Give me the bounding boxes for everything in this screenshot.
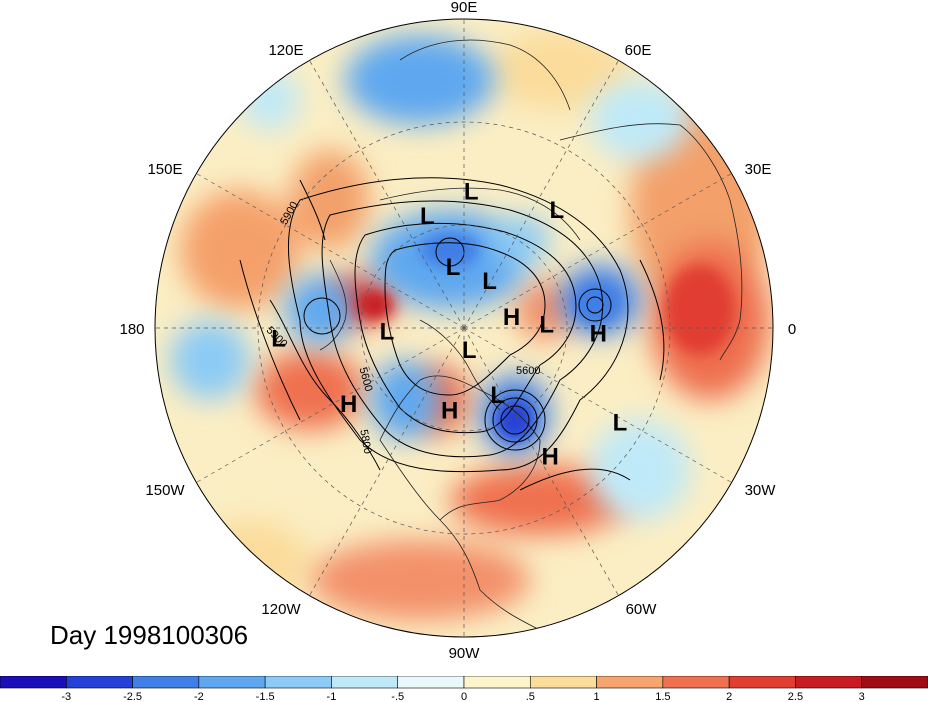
lon-label-30e: 30E [745, 161, 772, 178]
colorbar-tick-label: -2 [194, 691, 204, 702]
lon-label-120w: 120W [261, 601, 301, 618]
meridian-line [196, 173, 465, 329]
colorbar-swatch [728, 676, 796, 689]
high-pressure-marker: H [590, 321, 607, 348]
low-pressure-marker: L [613, 410, 628, 437]
lon-label-150w: 150W [145, 482, 185, 499]
colorbar-tick-label: -3 [61, 691, 71, 702]
colorbar-swatch [529, 676, 597, 689]
high-pressure-marker: H [541, 444, 558, 471]
contour-label: 5600 [516, 365, 540, 377]
colorbar-tick-label: 3 [859, 691, 865, 702]
colorbar: -3 -2.5 -2 -1.5 -1 -.5 0 .5 1 1.5 2 2.5 3 [0, 676, 928, 702]
colorbar-swatch [662, 676, 730, 689]
lon-label-60e: 60E [625, 42, 652, 59]
colorbar-swatch [795, 676, 863, 689]
colorbar-swatch [65, 676, 133, 689]
low-pressure-marker: L [539, 312, 554, 339]
colorbar-tick-label: 2.5 [788, 691, 803, 702]
low-pressure-marker: L [490, 382, 505, 409]
lon-label-90w: 90W [449, 645, 481, 662]
colorbar-tick-label: 1 [594, 691, 600, 702]
colorbar-swatch [0, 676, 67, 689]
meridian-line [309, 60, 465, 329]
meridian-line [463, 327, 732, 483]
meridian-line [463, 327, 619, 596]
low-pressure-marker: L [380, 319, 395, 346]
colorbar-tick-label: 0 [461, 691, 467, 702]
colorbar-tick-label: -2.5 [123, 691, 142, 702]
lon-label-120e: 120E [268, 42, 303, 59]
colorbar-swatch [861, 676, 928, 689]
contour-label: 5800 [357, 429, 373, 455]
colorbar-tick-label: 2 [726, 691, 732, 702]
low-pressure-marker: L [482, 268, 497, 295]
low-pressure-marker: L [464, 179, 479, 206]
high-pressure-marker: H [503, 304, 520, 331]
lon-label-30w: 30W [745, 482, 777, 499]
colorbar-tick-label: -1 [327, 691, 337, 702]
graticule [155, 19, 773, 637]
meridian-line [196, 327, 465, 483]
lon-label-90e: 90E [451, 0, 478, 16]
colorbar-tick-label: -.5 [391, 691, 404, 702]
meridian-line [463, 60, 619, 329]
low-pressure-marker: L [446, 254, 461, 281]
colorbar-swatch [264, 676, 332, 689]
lon-label-180: 180 [119, 321, 144, 338]
high-pressure-marker: H [340, 391, 357, 418]
low-pressure-marker: L [462, 337, 477, 364]
colorbar-swatch [132, 676, 200, 689]
colorbar-swatch [397, 676, 465, 689]
high-pressure-marker: H [441, 398, 458, 425]
lon-label-150e: 150E [147, 161, 182, 178]
day-label: Day 1998100306 [50, 620, 249, 650]
height-contours [239, 177, 665, 491]
meridian-line [309, 327, 465, 596]
low-pressure-marker: L [549, 197, 564, 224]
lon-label-0: 0 [788, 321, 796, 338]
colorbar-swatch [331, 676, 399, 689]
anomaly-field [155, 19, 773, 637]
colorbar-tick-label: 1.5 [655, 691, 670, 702]
colorbar-tick-label: .5 [526, 691, 535, 702]
colorbar-swatch [463, 676, 531, 689]
colorbar-swatch [596, 676, 664, 689]
map-border [154, 18, 774, 638]
lon-label-60w: 60W [626, 601, 658, 618]
colorbar-tick-label: -1.5 [256, 691, 275, 702]
meridian-line [463, 173, 732, 329]
colorbar-swatch [198, 676, 266, 689]
low-pressure-marker: L [420, 203, 435, 230]
low-pressure-marker: L [271, 326, 286, 353]
longitude-labels: 90E 60E 30E 0 30W 60W 90W 120W 150W 180 … [119, 0, 796, 662]
